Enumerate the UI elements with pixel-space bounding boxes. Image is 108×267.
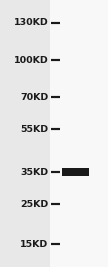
- Text: 55KD: 55KD: [21, 125, 49, 134]
- Bar: [50, 0, 108, 267]
- Bar: [62, 168, 89, 176]
- Text: 35KD: 35KD: [21, 168, 49, 177]
- Text: 25KD: 25KD: [20, 200, 49, 209]
- Text: 15KD: 15KD: [20, 240, 49, 249]
- Text: 70KD: 70KD: [20, 93, 49, 102]
- Bar: [62, 168, 89, 176]
- Text: 130KD: 130KD: [14, 18, 49, 27]
- Text: 100KD: 100KD: [14, 56, 49, 65]
